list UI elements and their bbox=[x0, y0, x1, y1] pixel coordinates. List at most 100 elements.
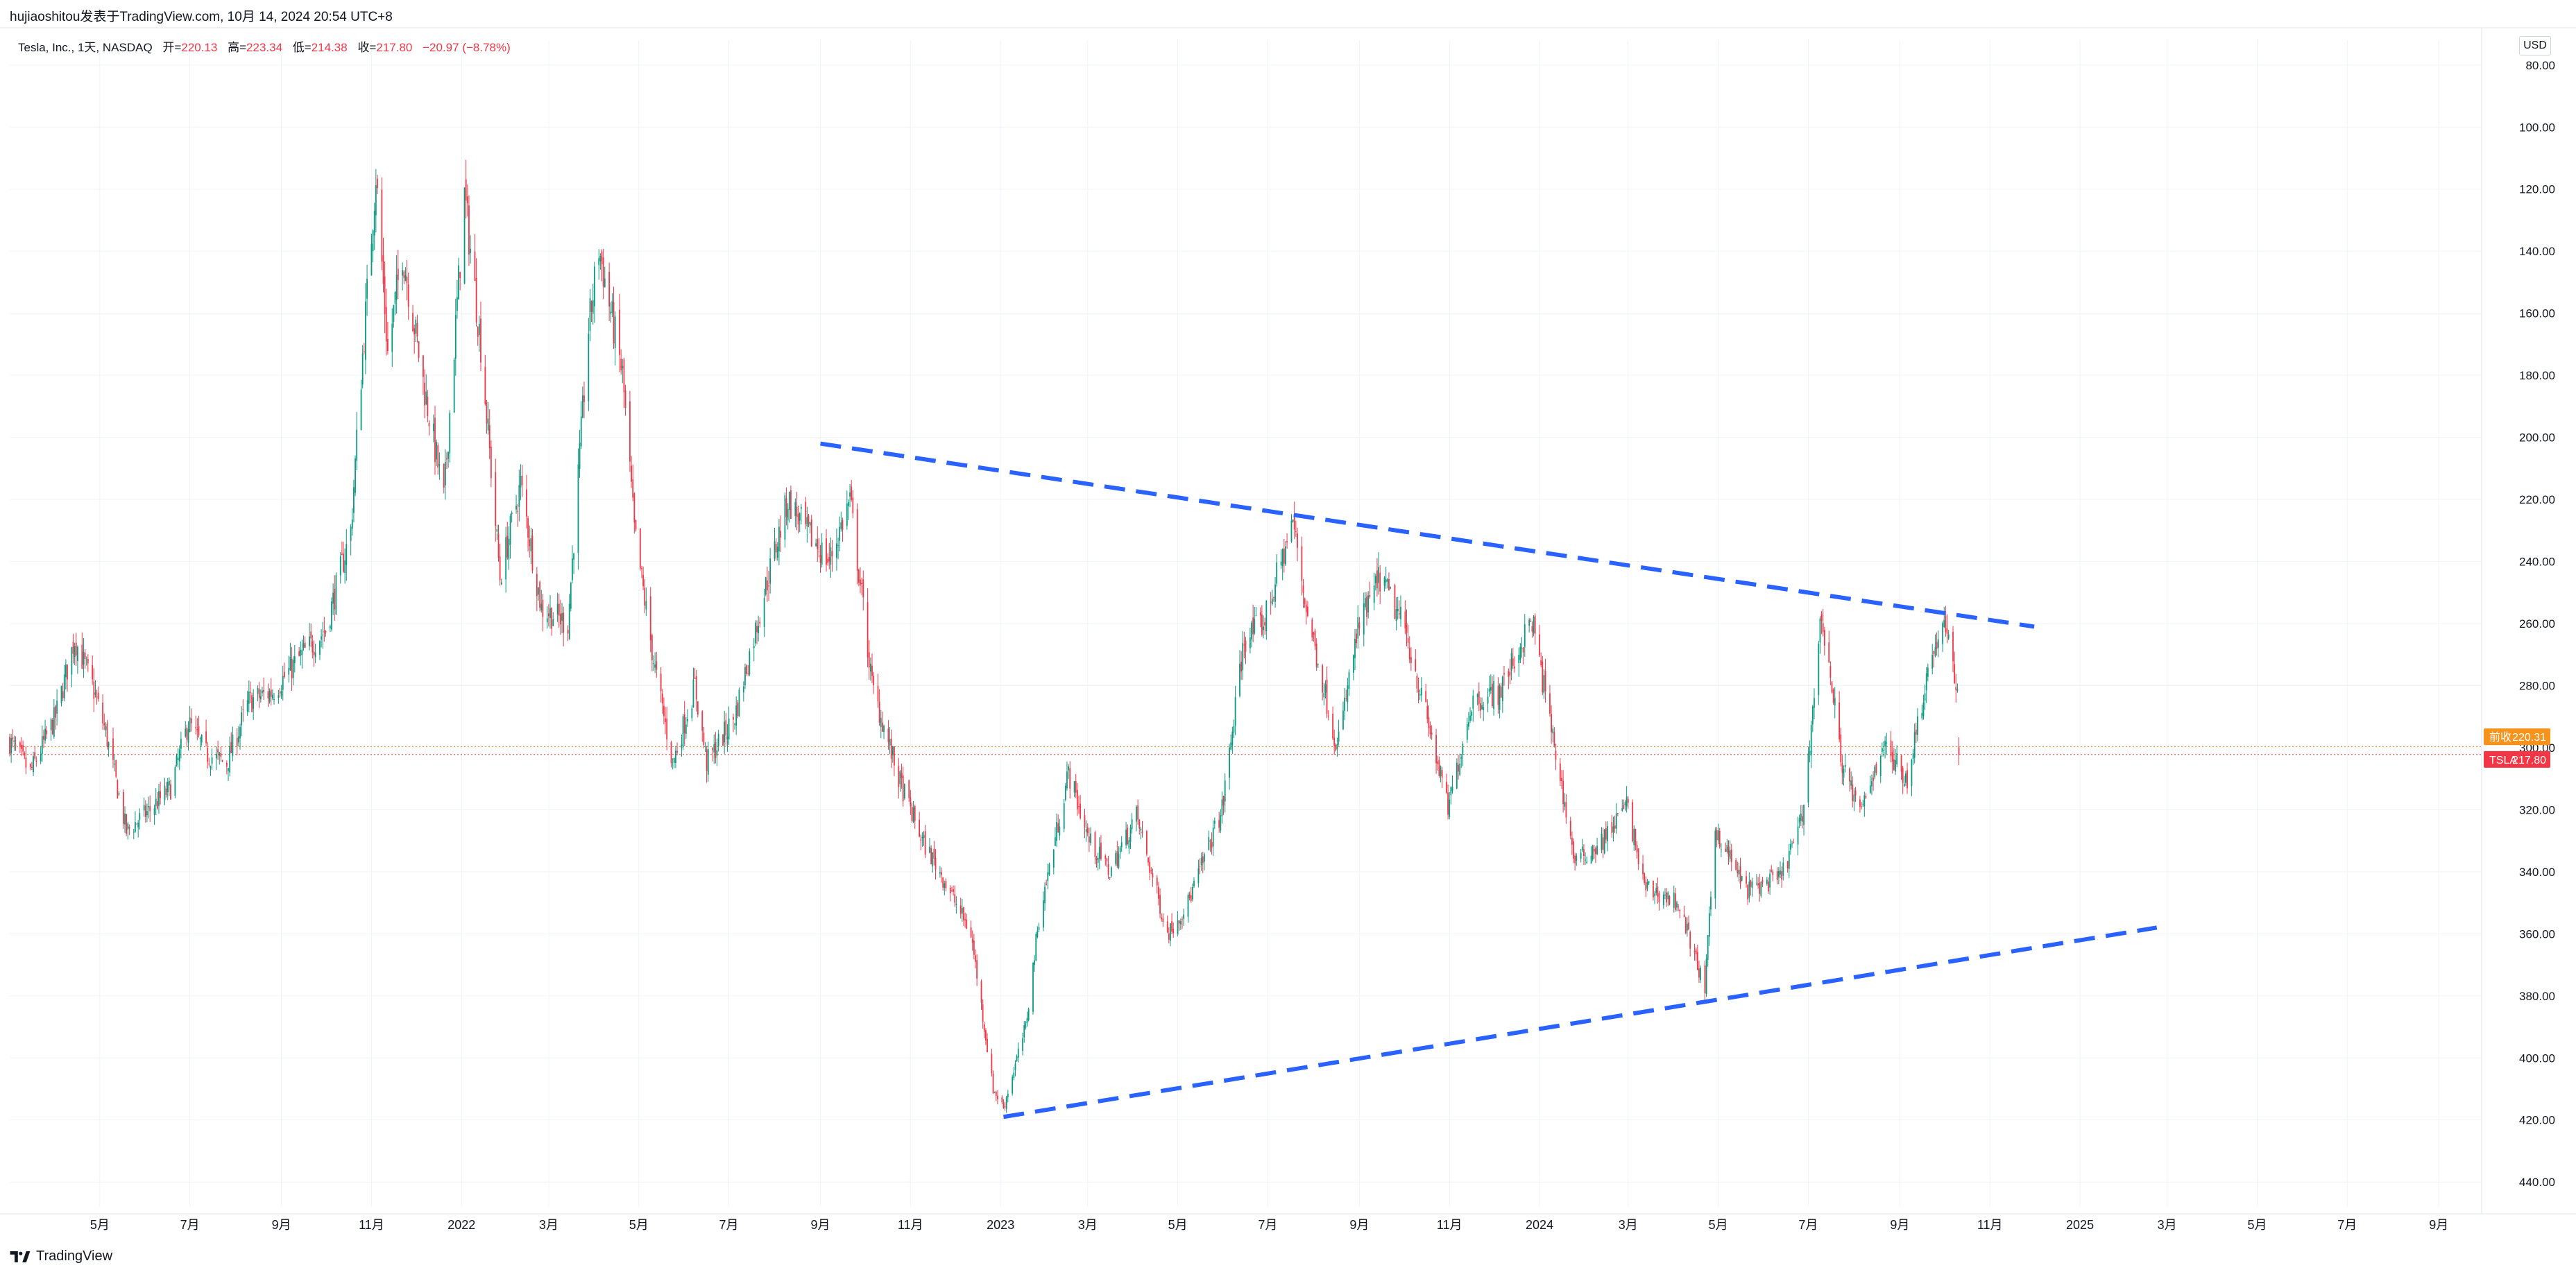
candle-body bbox=[1915, 729, 1917, 735]
candle-body bbox=[1705, 959, 1707, 995]
candle-body bbox=[1605, 828, 1607, 840]
candle-body bbox=[1255, 615, 1257, 617]
candle-body bbox=[1844, 764, 1846, 767]
candle-body bbox=[1037, 930, 1039, 937]
price-axis-label: 280.00 bbox=[2519, 679, 2555, 692]
candle-body bbox=[924, 831, 926, 855]
candle-body bbox=[1191, 887, 1193, 900]
candle-body bbox=[1273, 596, 1274, 598]
candle-body bbox=[992, 1073, 994, 1094]
candle-body bbox=[1573, 841, 1574, 859]
candle-body bbox=[959, 905, 962, 914]
candle-body bbox=[1104, 855, 1107, 859]
candle-body bbox=[1632, 802, 1634, 841]
candle-body bbox=[1166, 921, 1168, 932]
candle-body bbox=[780, 531, 781, 538]
candle-body bbox=[1524, 624, 1526, 647]
candle-body bbox=[370, 243, 373, 276]
candle-body bbox=[1746, 876, 1747, 884]
candle-body bbox=[1043, 900, 1044, 928]
candle-body bbox=[821, 542, 823, 565]
candle-body bbox=[1326, 679, 1328, 714]
candle-body bbox=[1252, 617, 1254, 635]
candle-body bbox=[1451, 787, 1453, 791]
candle-body bbox=[1762, 879, 1764, 883]
candle-body bbox=[580, 416, 582, 447]
candle-body bbox=[1027, 1008, 1030, 1020]
candle-body bbox=[1336, 744, 1338, 750]
candle-body bbox=[920, 839, 922, 841]
candle-body bbox=[645, 601, 647, 610]
candle-body bbox=[267, 691, 269, 698]
candle-body bbox=[1100, 842, 1102, 859]
time-axis-label: 7月 bbox=[719, 1218, 739, 1232]
candle-body bbox=[1441, 770, 1443, 778]
candle-body bbox=[1263, 626, 1264, 630]
candle-body bbox=[520, 476, 522, 488]
candle-body bbox=[1472, 695, 1474, 709]
candle-body bbox=[56, 701, 58, 714]
candle-body bbox=[309, 636, 310, 646]
candle-body bbox=[332, 592, 334, 604]
candle-body bbox=[796, 506, 798, 517]
candle-body bbox=[416, 323, 418, 337]
candle-body bbox=[1879, 756, 1882, 777]
candle-body bbox=[1700, 968, 1701, 980]
candle-body bbox=[279, 692, 281, 694]
price-axis-label: 380.00 bbox=[2519, 990, 2555, 1003]
candle-body bbox=[840, 522, 842, 529]
candle-body bbox=[180, 739, 182, 749]
tradingview-logo[interactable]: TradingView bbox=[10, 1248, 112, 1264]
candle-body bbox=[651, 635, 653, 660]
candle-body bbox=[733, 716, 734, 720]
candle-body bbox=[570, 583, 572, 609]
candle-body bbox=[1218, 820, 1220, 828]
candle-body bbox=[1446, 782, 1447, 793]
candle-body bbox=[312, 641, 314, 653]
candle-body bbox=[1549, 693, 1551, 714]
candle-body bbox=[391, 323, 393, 352]
candle-body bbox=[912, 807, 914, 823]
currency-button[interactable]: USD bbox=[2519, 36, 2551, 55]
candle-body bbox=[230, 741, 232, 753]
candle-body bbox=[1172, 929, 1175, 934]
candle-body bbox=[624, 390, 626, 409]
candle-body bbox=[1580, 852, 1582, 859]
candle-body bbox=[1562, 780, 1564, 805]
candle-body bbox=[635, 520, 637, 530]
candle-body bbox=[446, 458, 447, 460]
candle-body bbox=[529, 539, 531, 547]
candle-body bbox=[484, 366, 486, 404]
candle-body bbox=[1357, 617, 1359, 639]
candle-body bbox=[1937, 639, 1939, 649]
candle-body bbox=[1398, 613, 1400, 615]
candle-body bbox=[1245, 640, 1247, 652]
candle-body bbox=[644, 587, 646, 606]
candle-body bbox=[1243, 644, 1245, 646]
candle-body bbox=[1264, 621, 1266, 626]
candle-body bbox=[744, 667, 746, 685]
candle-body bbox=[1635, 829, 1637, 846]
candle-body bbox=[894, 746, 895, 766]
candle-body bbox=[84, 652, 86, 660]
candle-body bbox=[1617, 813, 1619, 814]
candle-body bbox=[105, 726, 107, 730]
candle-body bbox=[1118, 853, 1120, 868]
candle-body bbox=[1694, 950, 1696, 952]
candle-body bbox=[1637, 848, 1639, 864]
candle-body bbox=[1688, 922, 1689, 930]
candle-body bbox=[1202, 856, 1204, 864]
symbol-title[interactable]: Tesla, Inc., 1天, NASDAQ bbox=[18, 41, 153, 54]
candle-body bbox=[304, 642, 306, 649]
candle-body bbox=[856, 509, 858, 571]
candle-body bbox=[486, 401, 488, 424]
candle-body bbox=[683, 714, 685, 734]
candle-body bbox=[1145, 831, 1148, 855]
candle-body bbox=[495, 472, 497, 526]
candle-body bbox=[63, 674, 65, 698]
candle-body bbox=[1078, 806, 1080, 807]
candle-body bbox=[971, 938, 973, 943]
time-axis-label: 5月 bbox=[629, 1218, 649, 1232]
candle-body bbox=[663, 705, 665, 716]
